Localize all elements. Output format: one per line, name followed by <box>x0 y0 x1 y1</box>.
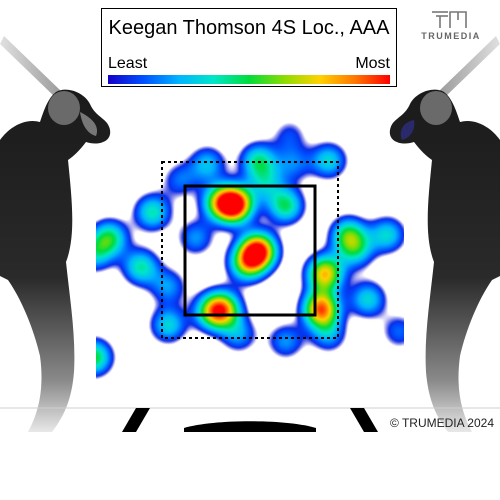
trumedia-logo-icon <box>432 11 467 28</box>
right-batter-body <box>389 89 500 432</box>
legend-color-bar <box>108 75 390 84</box>
left-batter-helmet <box>48 91 80 125</box>
right-batter-helmet <box>420 91 452 125</box>
copyright-notice: © TRUMEDIA 2024 <box>390 416 494 430</box>
left-bat <box>0 36 62 98</box>
location-heatmap <box>96 96 404 404</box>
legend-min-label: Least <box>108 55 148 72</box>
title-legend-box: Keegan Thomson 4S Loc., AAA Least Most <box>101 8 397 87</box>
right-batter-silhouette <box>389 36 500 432</box>
right-batters-box-line <box>350 408 378 432</box>
trumedia-logo: TRUMEDIA <box>418 8 484 42</box>
left-batters-box-line <box>122 408 150 432</box>
shadow-zone-outline <box>161 161 339 339</box>
left-batter-arm-highlight <box>80 112 98 136</box>
home-plate <box>184 421 316 432</box>
logo-wordmark: TRUMEDIA <box>421 31 481 41</box>
right-bat <box>438 36 500 98</box>
chart-title: Keegan Thomson 4S Loc., AAA <box>108 17 390 39</box>
right-batter-glove <box>400 120 415 140</box>
left-batter-body <box>0 89 111 432</box>
strike-zone-outline <box>183 184 317 317</box>
batters-box-ground <box>0 407 500 432</box>
legend-max-label: Most <box>355 55 390 72</box>
left-batter-silhouette <box>0 36 111 432</box>
strike-zone-group <box>161 161 339 339</box>
